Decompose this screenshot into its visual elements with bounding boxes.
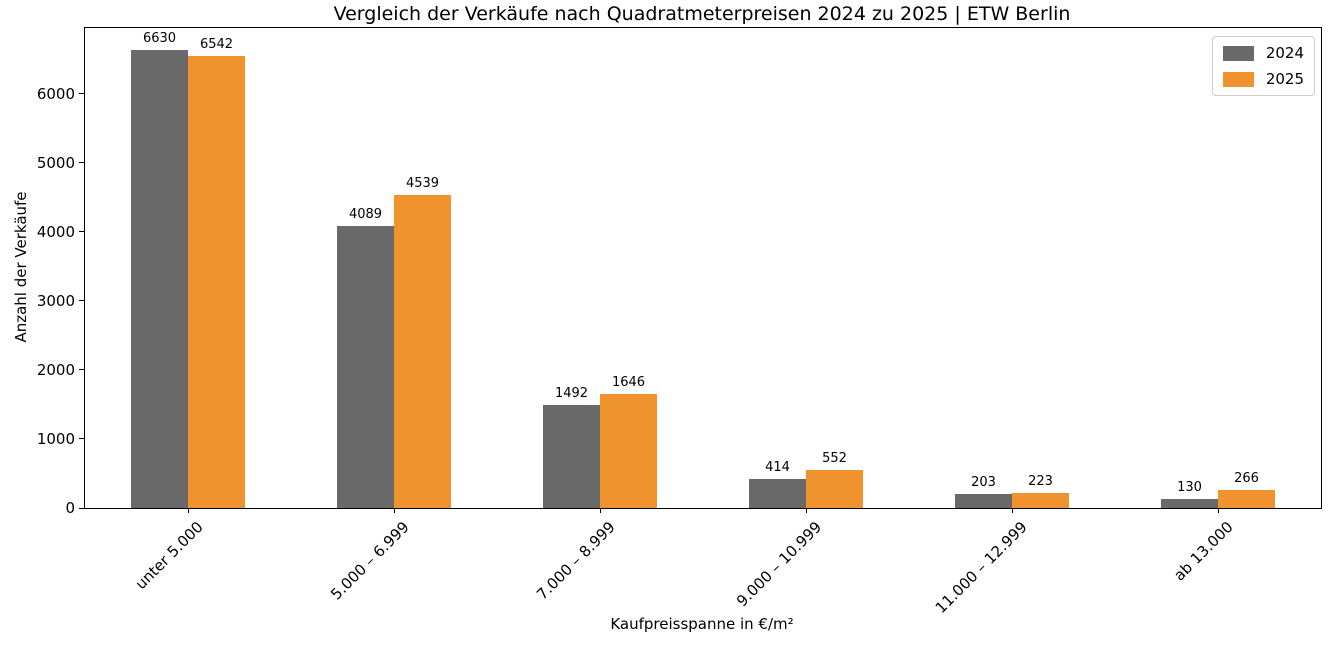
x-tick-mark (394, 508, 395, 513)
y-tick-mark (79, 369, 84, 371)
bar-2024 (131, 50, 188, 508)
bar-value-label: 223 (1028, 474, 1053, 489)
bar-2024 (955, 494, 1012, 508)
y-tick-label: 0 (65, 499, 75, 517)
y-tick-mark (79, 507, 84, 509)
bar-value-label: 552 (822, 451, 847, 466)
bar-2025 (1218, 490, 1275, 508)
bar-2025 (1012, 493, 1069, 508)
legend: 2024 2025 (1211, 36, 1315, 96)
x-tick-label: unter 5.000 (131, 518, 207, 593)
legend-label: 2024 (1265, 44, 1304, 62)
plot-area: 0 1000 2000 3000 4000 5000 6000 6630 6542 unter 5… (37, 27, 1322, 617)
bar-value-label: 1492 (554, 386, 589, 401)
bar-value-label: 4089 (348, 207, 383, 222)
x-tick-mark (806, 508, 807, 513)
x-tick-mark (600, 508, 601, 513)
x-tick-label: ab 13.000 (1170, 518, 1237, 585)
y-axis-label: Anzahl der Verkäufe (12, 191, 30, 343)
chart-title: Vergleich der Verkäufe nach Quadratmeter… (333, 3, 1071, 25)
x-tick-label: 9.000 – 10.999 (732, 518, 825, 611)
x-tick-mark (188, 508, 189, 513)
x-tick-mark (1012, 508, 1013, 513)
x-tick-label: 11.000 – 12.999 (931, 518, 1031, 618)
bar-2024 (543, 405, 600, 508)
y-tick-mark (79, 93, 84, 95)
bar-2025 (806, 470, 863, 508)
x-tick-label: 5.000 – 6.999 (327, 518, 413, 604)
bar-value-label: 266 (1234, 471, 1259, 486)
bar-value-label: 1646 (611, 375, 646, 390)
y-tick-mark (79, 162, 84, 164)
y-tick-mark (79, 438, 84, 440)
x-tick-label: 7.000 – 8.999 (533, 518, 619, 604)
bar-value-label: 203 (971, 475, 996, 490)
bar-value-label: 6542 (199, 37, 234, 52)
y-tick-label: 1000 (36, 429, 75, 448)
bar-2024 (1161, 499, 1218, 508)
x-tick-mark (1218, 508, 1219, 513)
bar-2024 (749, 479, 806, 508)
y-tick-label: 5000 (36, 153, 75, 172)
legend-item-2025: 2025 (1222, 70, 1304, 88)
bar-value-label: 130 (1177, 480, 1202, 495)
legend-item-2024: 2024 (1222, 44, 1304, 62)
bar-value-label: 414 (765, 460, 790, 475)
y-tick-mark (79, 300, 84, 302)
bar-value-label: 6630 (142, 31, 177, 46)
bar-2025 (600, 394, 657, 508)
y-tick-label: 3000 (36, 291, 75, 310)
y-tick-label: 6000 (36, 84, 75, 103)
y-tick-label: 4000 (36, 222, 75, 241)
legend-swatch-icon (1222, 71, 1254, 87)
bar-value-label: 4539 (405, 176, 440, 191)
legend-label: 2025 (1265, 70, 1304, 88)
x-axis-label: Kaufpreisspanne in €/m² (610, 615, 794, 633)
y-tick-label: 2000 (36, 360, 75, 379)
bar-2025 (188, 56, 245, 508)
bar-2024 (337, 226, 394, 508)
y-tick-mark (79, 231, 84, 233)
bar-2025 (394, 195, 451, 508)
legend-swatch-icon (1222, 45, 1254, 61)
